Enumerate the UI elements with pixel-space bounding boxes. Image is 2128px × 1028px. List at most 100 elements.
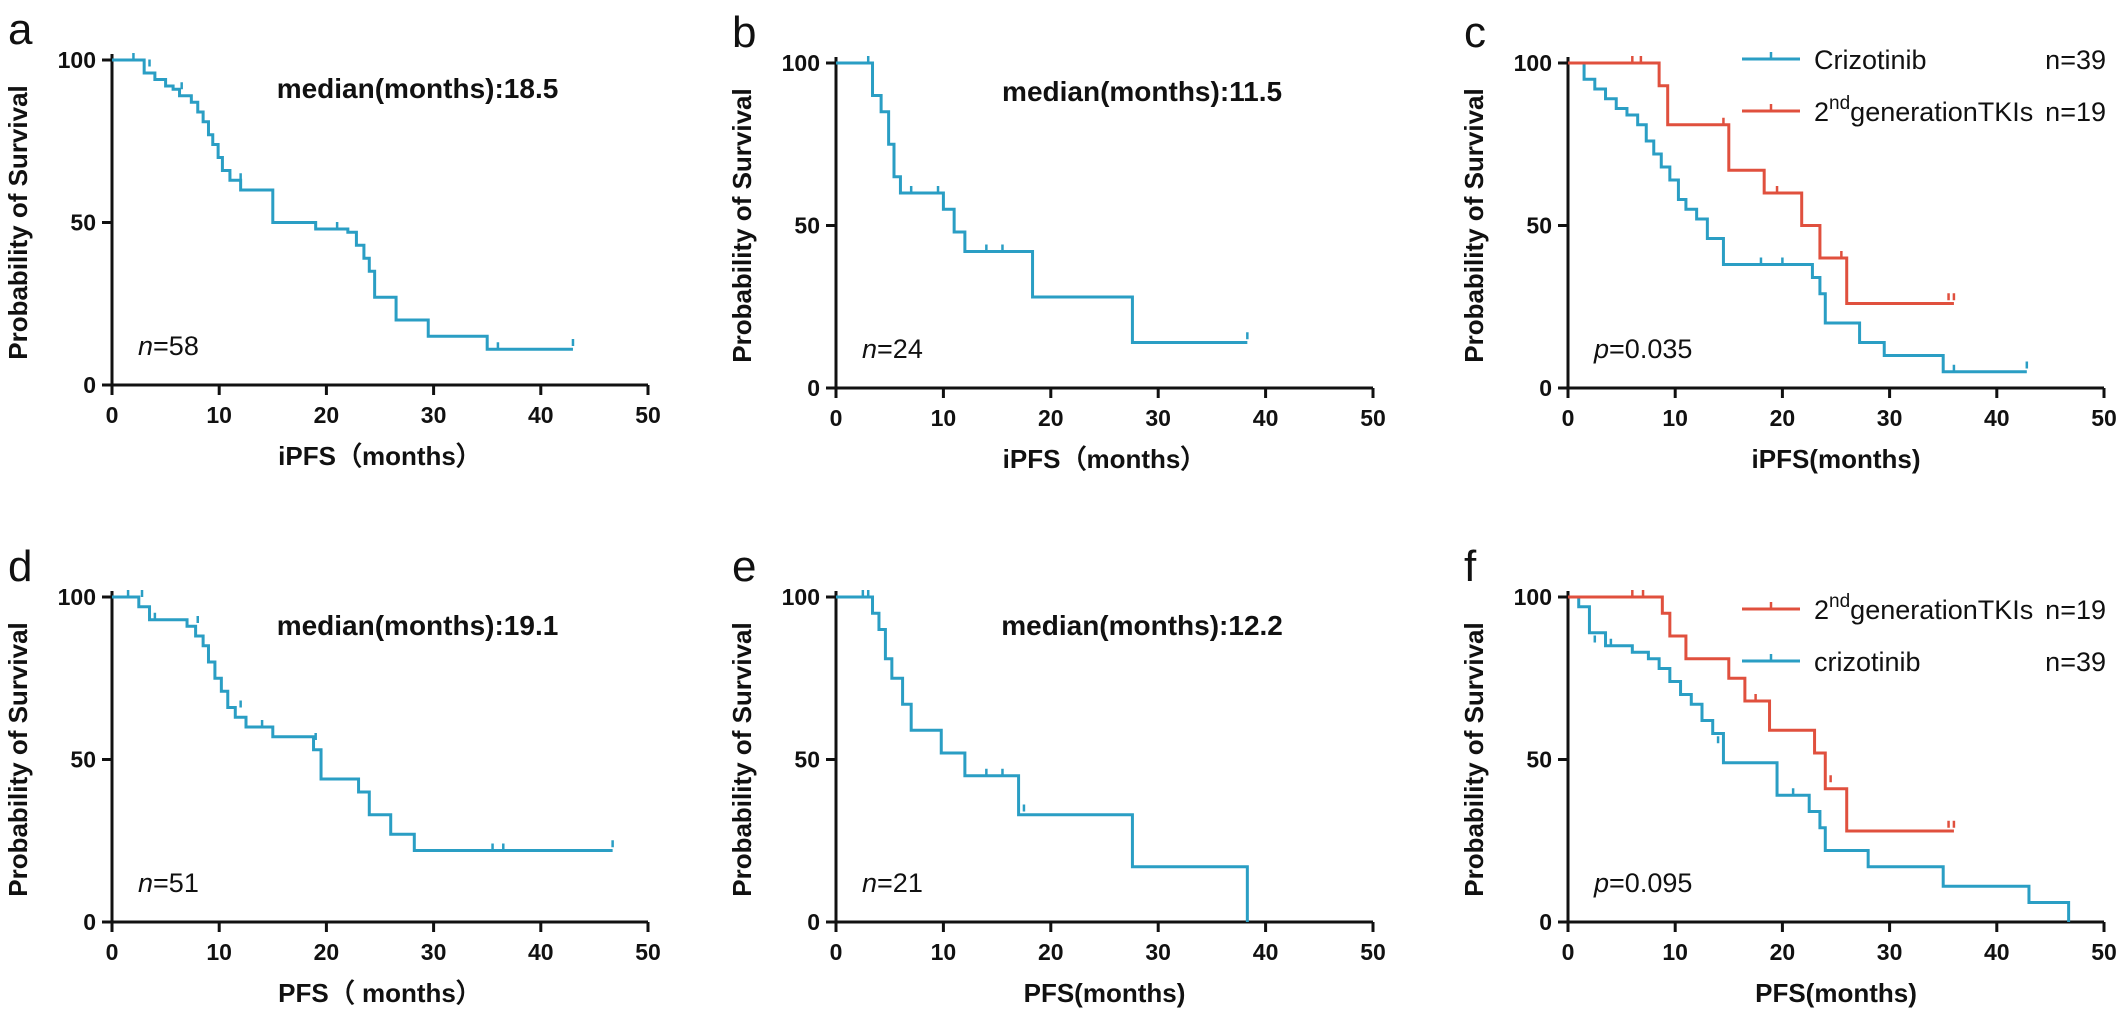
- chart-panel-d: d 0 10 20 30 40 50 0 50 100 PFS（ months） Probabilit…: [3, 542, 661, 1008]
- x-axis-label: iPFS(months): [1752, 444, 1921, 474]
- y-tick-label: 0: [83, 909, 96, 935]
- stat-prefix: n: [862, 868, 877, 898]
- legend-label: crizotinib: [1814, 647, 1921, 677]
- stat-text: n=51: [138, 868, 199, 898]
- chart-panel-f: f 0 10 20 30 40 50 0 50 100 PFS(months) Probability…: [1459, 542, 2117, 1008]
- x-tick-label: 0: [1562, 405, 1575, 431]
- x-tick-label: 40: [528, 402, 554, 428]
- stat-text: n=24: [862, 334, 923, 364]
- chart-panel-e: e 0 10 20 30 40 50 0 50 100 PFS(months) Probability…: [727, 542, 1386, 1008]
- stat-prefix: n: [138, 331, 153, 361]
- y-tick-label: 100: [1514, 584, 1552, 610]
- stat-text: p=0.035: [1593, 334, 1692, 364]
- y-tick-label: 0: [1539, 375, 1552, 401]
- x-axis-label: PFS（ months）: [278, 978, 482, 1008]
- legend-n: n=39: [2045, 647, 2106, 677]
- stat-prefix: p: [1593, 334, 1609, 364]
- legend-label-sup: nd: [1829, 93, 1850, 114]
- median-annotation: median(months):12.2: [1001, 610, 1283, 641]
- y-axis-label: Probability of Survival: [3, 622, 33, 897]
- legend-label: 2ndgenerationTKIs: [1814, 591, 2033, 625]
- y-tick-label: 100: [782, 584, 820, 610]
- x-axis-label: iPFS（months）: [1003, 444, 1207, 474]
- x-tick-label: 50: [1360, 405, 1386, 431]
- x-tick-label: 0: [106, 939, 119, 965]
- survival-curve-red: [1568, 595, 1954, 833]
- x-tick-label: 50: [1360, 939, 1386, 965]
- median-annotation: median(months):19.1: [277, 610, 559, 641]
- stat-value: =0.035: [1609, 334, 1692, 364]
- x-tick-label: 30: [421, 402, 447, 428]
- y-axis-label: Probability of Survival: [3, 85, 33, 360]
- x-tick-label: 40: [1984, 405, 2010, 431]
- stat-prefix: p: [1593, 868, 1609, 898]
- legend-label-main: Crizotinib: [1814, 45, 1927, 75]
- legend-label-suffix: generationTKIs: [1850, 97, 2033, 127]
- stat-value: =21: [877, 868, 923, 898]
- x-tick-label: 30: [1877, 405, 1903, 431]
- legend-label-sup: nd: [1829, 591, 1850, 612]
- y-tick-label: 0: [807, 909, 820, 935]
- x-tick-label: 10: [931, 405, 957, 431]
- y-tick-label: 100: [782, 50, 820, 76]
- y-tick-label: 0: [807, 375, 820, 401]
- y-axis-label: Probability of Survival: [1459, 622, 1489, 897]
- x-tick-label: 50: [635, 402, 661, 428]
- legend-label-main: 2: [1814, 97, 1829, 127]
- y-tick-label: 0: [83, 372, 96, 398]
- x-tick-label: 20: [1038, 939, 1064, 965]
- x-tick-label: 10: [206, 402, 232, 428]
- y-tick-label: 50: [794, 213, 820, 239]
- stat-prefix: n: [862, 334, 877, 364]
- median-annotation: median(months):11.5: [1002, 76, 1282, 107]
- legend-label-main: 2: [1814, 595, 1829, 625]
- chart-panel-b: b 0 10 20 30 40 50 0 50 100 iPFS（months） Probabilit…: [727, 8, 1386, 474]
- chart-panel-a: a 0 10 20 30 40 50 0 50 100 iPFS（months） Probabilit…: [3, 5, 661, 471]
- x-tick-label: 20: [1770, 939, 1796, 965]
- panel-letter: b: [732, 8, 756, 57]
- y-tick-label: 100: [1514, 50, 1552, 76]
- x-tick-label: 10: [206, 939, 232, 965]
- x-axis-label: PFS(months): [1755, 978, 1917, 1008]
- x-tick-label: 50: [635, 939, 661, 965]
- stat-value: =24: [877, 334, 923, 364]
- x-axis-label: iPFS（months）: [278, 441, 482, 471]
- y-tick-label: 50: [1526, 747, 1552, 773]
- x-axis-label: PFS(months): [1024, 978, 1186, 1008]
- panel-letter: f: [1464, 542, 1477, 591]
- x-tick-label: 0: [830, 939, 843, 965]
- x-tick-label: 20: [1038, 405, 1064, 431]
- survival-curve-blue: [836, 61, 1248, 344]
- x-tick-label: 20: [314, 402, 340, 428]
- x-tick-label: 30: [1877, 939, 1903, 965]
- stat-value: =0.095: [1609, 868, 1692, 898]
- y-tick-label: 100: [58, 584, 96, 610]
- y-axis-label: Probability of Survival: [1459, 88, 1489, 363]
- x-tick-label: 40: [1253, 405, 1279, 431]
- legend-label-main: crizotinib: [1814, 647, 1921, 677]
- survival-curve-blue: [1568, 61, 2027, 374]
- panel-letter: a: [8, 5, 33, 54]
- x-tick-label: 40: [1984, 939, 2010, 965]
- x-tick-label: 10: [931, 939, 957, 965]
- legend-label: 2ndgenerationTKIs: [1814, 93, 2033, 127]
- survival-curve-red: [1568, 61, 1954, 305]
- panel-letter: d: [8, 542, 32, 591]
- panel-letter: e: [732, 542, 756, 591]
- x-tick-label: 50: [2091, 405, 2117, 431]
- x-tick-label: 30: [1145, 939, 1171, 965]
- survival-curve-blue: [112, 595, 613, 852]
- median-annotation: median(months):18.5: [277, 73, 559, 104]
- legend-label-suffix: generationTKIs: [1850, 595, 2033, 625]
- x-tick-label: 20: [314, 939, 340, 965]
- survival-curve-blue: [112, 58, 573, 351]
- x-tick-label: 20: [1770, 405, 1796, 431]
- x-tick-label: 0: [830, 405, 843, 431]
- y-tick-label: 0: [1539, 909, 1552, 935]
- x-tick-label: 30: [1145, 405, 1171, 431]
- x-tick-label: 40: [528, 939, 554, 965]
- y-tick-label: 50: [70, 747, 96, 773]
- stat-value: =51: [153, 868, 199, 898]
- stat-prefix: n: [138, 868, 153, 898]
